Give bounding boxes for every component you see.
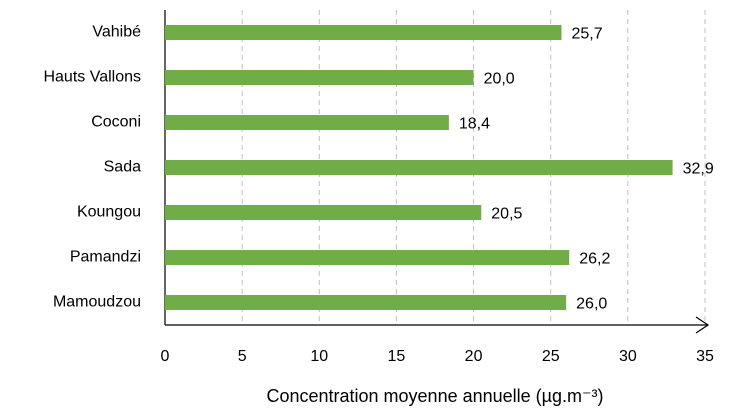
bar [165,295,567,310]
y-tick-label: Koungou [77,204,141,221]
value-label: 26,0 [576,296,607,313]
x-tick-label: 5 [238,348,247,365]
x-tick-label: 30 [619,348,637,365]
value-label: 20,0 [484,71,515,88]
bar [165,70,474,85]
x-tick-label: 35 [696,348,714,365]
x-axis-arrow [695,316,710,334]
value-label: 18,4 [459,116,490,133]
x-tick-label: 20 [465,348,483,365]
bar [165,160,673,175]
x-tick-label: 15 [388,348,406,365]
x-tick-label: 25 [542,348,560,365]
value-label: 26,2 [579,251,610,268]
y-tick-label: Pamandzi [70,249,141,266]
x-tick-label: 10 [310,348,328,365]
bar [165,115,449,130]
bar [165,250,570,265]
bar [165,205,482,220]
value-label: 25,7 [572,26,603,43]
value-label: 32,9 [683,161,714,178]
y-tick-label: Vahibé [92,24,141,41]
value-label: 20,5 [491,206,522,223]
y-tick-label: Sada [104,159,141,176]
bar [165,25,562,40]
x-tick-label: 0 [161,348,170,365]
y-tick-label: Mamoudzou [53,294,141,311]
y-tick-label: Coconi [91,114,141,131]
x-axis-title: Concentration moyenne annuelle (µg.m⁻³) [266,386,603,406]
y-tick-label: Hauts Vallons [43,69,141,86]
